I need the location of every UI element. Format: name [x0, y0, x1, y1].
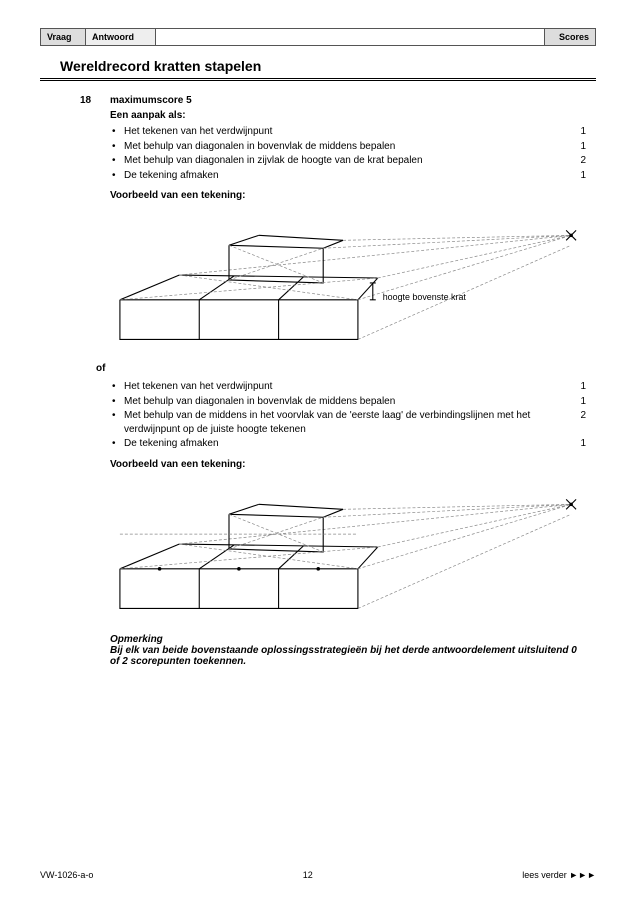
item-text: Met behulp van diagonalen in bovenvlak d…: [124, 141, 395, 152]
list-item: Met behulp van diagonalen in bovenvlak d…: [110, 140, 586, 154]
footer-page: 12: [93, 870, 522, 880]
footer-left: VW-1026-a-o: [40, 870, 93, 880]
header-bar: Vraag Antwoord Scores: [40, 28, 596, 46]
list-item: Met behulp van de middens in het voorvla…: [110, 409, 586, 436]
figure-label-b: Voorbeeld van een tekening:: [110, 459, 586, 470]
item-pts: 1: [580, 169, 586, 183]
of-label: of: [96, 363, 586, 374]
list-item: Met behulp van diagonalen in bovenvlak d…: [110, 395, 586, 409]
item-text: De tekening afmaken: [124, 170, 219, 181]
header-antwoord: Antwoord: [86, 29, 156, 45]
criteria-list-b: Het tekenen van het verdwijnpunt 1 Met be…: [110, 380, 586, 451]
svg-text:hoogte bovenste krat: hoogte bovenste krat: [383, 292, 467, 302]
criteria-list-a: Het tekenen van het verdwijnpunt 1 Met be…: [110, 125, 586, 182]
list-item: Het tekenen van het verdwijnpunt 1: [110, 125, 586, 139]
list-item: Het tekenen van het verdwijnpunt 1: [110, 380, 586, 394]
figure-label-a: Voorbeeld van een tekening:: [110, 190, 586, 201]
content: 18 maximumscore 5 Een aanpak als: Het te…: [40, 95, 596, 667]
item-pts: 2: [580, 409, 586, 423]
item-pts: 1: [580, 437, 586, 451]
remark-text: Bij elk van beide bovenstaande oplossing…: [110, 645, 586, 667]
max-score: maximumscore 5: [110, 95, 586, 106]
footer-right: lees verder ►►►: [522, 870, 596, 880]
item-text: Met behulp van diagonalen in zijvlak de …: [124, 155, 423, 166]
item-text: Het tekenen van het verdwijnpunt: [124, 381, 272, 392]
aanpak-label: Een aanpak als:: [110, 110, 586, 121]
remark-heading: Opmerking: [110, 634, 586, 645]
figure-a: hoogte bovenste krat: [110, 205, 586, 350]
title-rule: [40, 78, 596, 81]
footer: VW-1026-a-o 12 lees verder ►►►: [40, 870, 596, 880]
item-pts: 1: [580, 125, 586, 139]
item-pts: 1: [580, 140, 586, 154]
item-pts: 1: [580, 395, 586, 409]
item-text: Met behulp van diagonalen in bovenvlak d…: [124, 396, 395, 407]
header-spacer: [156, 29, 545, 45]
item-pts: 1: [580, 380, 586, 394]
header-scores: Scores: [545, 29, 595, 45]
list-item: Met behulp van diagonalen in zijvlak de …: [110, 154, 586, 168]
list-item: De tekening afmaken 1: [110, 169, 586, 183]
item-text: Met behulp van de middens in het voorvla…: [124, 410, 530, 435]
item-text: De tekening afmaken: [124, 438, 219, 449]
header-vraag: Vraag: [41, 29, 86, 45]
page-title: Wereldrecord kratten stapelen: [60, 58, 596, 74]
figure-b: [110, 474, 586, 619]
item-text: Het tekenen van het verdwijnpunt: [124, 126, 272, 137]
list-item: De tekening afmaken 1: [110, 437, 586, 451]
question-number: 18: [80, 95, 100, 667]
item-pts: 2: [580, 154, 586, 168]
